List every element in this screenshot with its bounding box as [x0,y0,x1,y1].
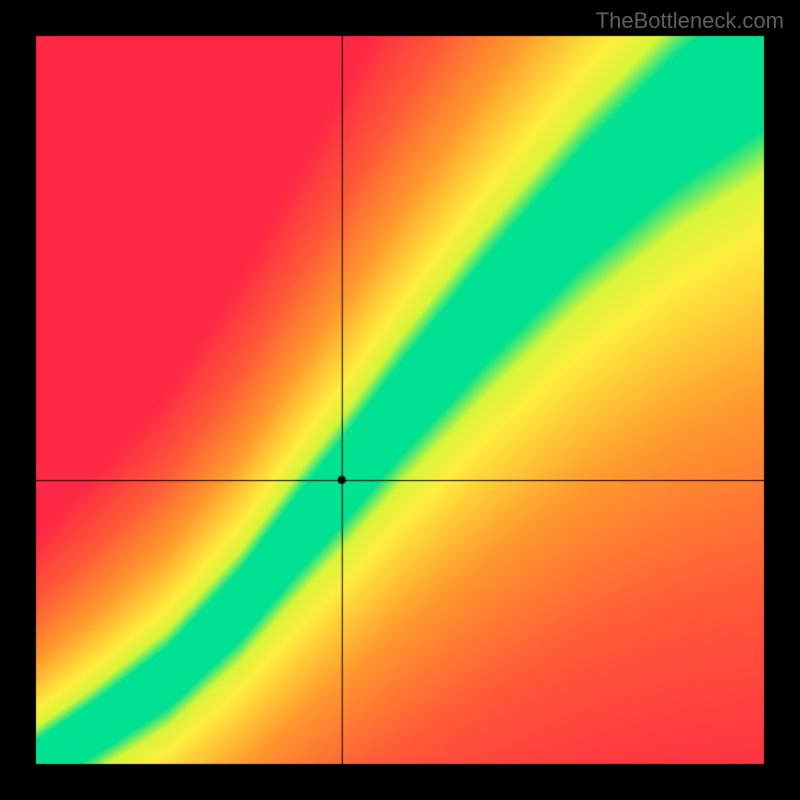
chart-container: TheBottleneck.com [0,0,800,800]
watermark-text: TheBottleneck.com [596,8,784,34]
bottleneck-heatmap [0,0,800,800]
